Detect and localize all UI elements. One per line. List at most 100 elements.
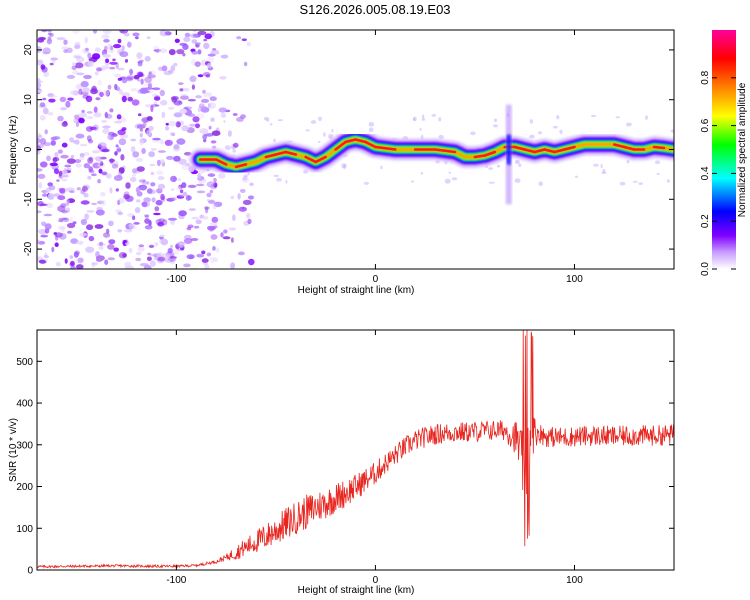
noise-speckle [89,126,97,130]
noise-speckle [206,252,212,257]
noise-speckle [137,79,141,82]
noise-speckle [99,91,104,98]
noise-speckle [240,114,246,119]
noise-speckle [125,77,134,82]
noise-speckle [84,213,89,220]
noise-speckle [169,244,174,249]
noise-speckle [220,112,227,118]
noise-speckle [70,90,78,96]
noise-speckle [135,186,141,193]
noise-speckle [232,149,236,153]
noise-speckle [363,181,369,185]
noise-speckle [79,143,88,147]
noise-speckle [87,175,92,180]
noise-speckle [78,112,88,118]
noise-speckle [117,38,122,44]
noise-speckle [40,231,45,236]
noise-speckle [61,121,68,127]
noise-speckle [223,229,228,234]
noise-speckle [132,168,138,174]
colorbar-tick-label: 0.0 [700,262,711,276]
colorbar-gradient [712,30,736,269]
noise-speckle [195,95,202,99]
noise-speckle [323,132,326,137]
noise-speckle [199,105,207,109]
noise-speckle [247,195,255,200]
noise-speckle [191,39,198,44]
noise-speckle [74,114,80,120]
snr-x-axis: -100 0 100 [166,330,583,586]
noise-speckle [191,84,195,90]
noise-speckle [213,177,217,183]
y-tick-label: -20 [23,241,34,256]
noise-speckle [152,137,161,141]
track-core-red [513,145,527,151]
noise-speckle [196,190,206,194]
noise-speckle [171,96,177,103]
noise-speckle [76,264,84,269]
noise-speckle [78,88,83,95]
noise-speckle [133,74,140,80]
noise-speckle [58,219,64,223]
noise-speckle [514,178,521,183]
noise-speckle [173,144,180,150]
spectrogram-signal-track [189,128,674,178]
noise-speckle [194,42,201,45]
noise-speckle [127,96,133,102]
noise-speckle [232,113,238,116]
noise-speckle [135,157,144,162]
noise-speckle [100,191,106,197]
noise-speckle [515,160,518,164]
noise-speckle [176,138,186,145]
noise-speckle [69,137,74,143]
noise-speckle [189,75,197,83]
noise-speckle [201,258,209,263]
noise-speckle [166,155,174,160]
noise-speckle [147,74,156,79]
noise-speckle [178,100,182,104]
noise-speckle [94,47,101,52]
noise-speckle [170,188,175,192]
noise-speckle [189,123,197,127]
noise-speckle [666,179,670,183]
noise-speckle [331,128,334,133]
noise-speckle [117,211,123,216]
noise-speckle [40,161,48,168]
noise-speckle [210,234,218,240]
noise-speckle [61,142,68,148]
noise-speckle [143,264,152,269]
noise-speckle [556,115,560,120]
noise-speckle [121,95,127,103]
noise-speckle [230,262,236,269]
noise-speckle [205,74,210,78]
noise-speckle [37,168,43,172]
noise-speckle [87,157,94,164]
noise-speckle [37,80,43,83]
noise-speckle [39,138,47,145]
noise-speckle [241,38,247,42]
noise-speckle [246,41,251,47]
noise-speckle [183,263,191,268]
noise-speckle [76,72,85,76]
noise-speckle [58,217,68,220]
noise-speckle [107,244,115,250]
noise-speckle [177,178,182,181]
noise-speckle [444,178,451,184]
noise-speckle [139,139,145,146]
noise-speckle [98,246,104,250]
noise-speckle [173,155,181,162]
noise-speckle [242,199,252,205]
noise-speckle [157,222,165,227]
noise-speckle [46,155,51,162]
x-tick-label: -100 [166,575,186,586]
noise-speckle [91,173,97,177]
noise-speckle [74,55,81,59]
noise-speckle [243,61,248,67]
noise-speckle [141,148,146,154]
noise-speckle [37,59,44,66]
noise-speckle [67,230,72,234]
noise-speckle [170,175,177,183]
y-tick-label: 500 [16,357,33,368]
noise-speckle [38,182,43,189]
noise-speckle [153,96,161,101]
